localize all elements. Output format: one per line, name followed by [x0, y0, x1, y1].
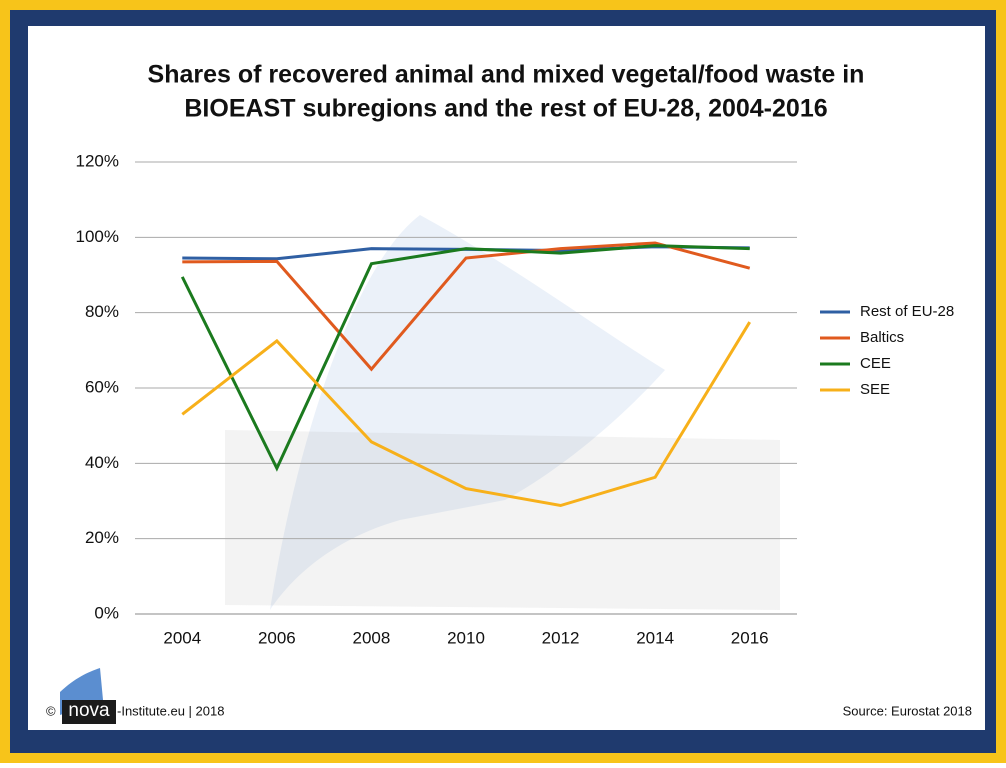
- watermark: [270, 215, 665, 610]
- x-tick-label: 2014: [636, 628, 674, 647]
- y-tick-label: 60%: [85, 377, 119, 396]
- x-tick-label: 2012: [542, 628, 580, 647]
- legend-label: Baltics: [860, 329, 904, 346]
- chart-subtitle: BIOEAST subregions and the rest of EU-28…: [184, 95, 827, 123]
- series-line: [182, 241, 751, 372]
- y-tick-label: 20%: [85, 528, 119, 547]
- legend-label: SEE: [860, 381, 890, 398]
- x-tick-label: 2008: [353, 628, 391, 647]
- logo-text: nova: [68, 700, 110, 721]
- y-tick-label: 0%: [94, 603, 119, 622]
- y-tick-label: 40%: [85, 453, 119, 472]
- footer-institute: -Institute.eu | 2018: [117, 703, 224, 718]
- y-tick-label: 80%: [85, 302, 119, 321]
- series-line: [181, 321, 751, 508]
- legend-label: Rest of EU-28: [860, 303, 954, 320]
- watermark-band: [225, 430, 780, 610]
- x-tick-label: 2006: [258, 628, 296, 647]
- y-tick-label: 120%: [76, 151, 119, 170]
- logo-box: [62, 700, 116, 724]
- chart-title: Shares of recovered animal and mixed veg…: [148, 61, 865, 89]
- footer-source: Source: Eurostat 2018: [843, 703, 972, 718]
- series-line: [180, 244, 750, 472]
- x-tick-label: 2010: [447, 628, 485, 647]
- y-tick-label: 100%: [76, 227, 119, 246]
- x-tick-label: 2016: [731, 628, 769, 647]
- legend-label: CEE: [860, 355, 891, 372]
- copyright: ©: [46, 703, 56, 718]
- x-tick-label: 2004: [163, 628, 201, 647]
